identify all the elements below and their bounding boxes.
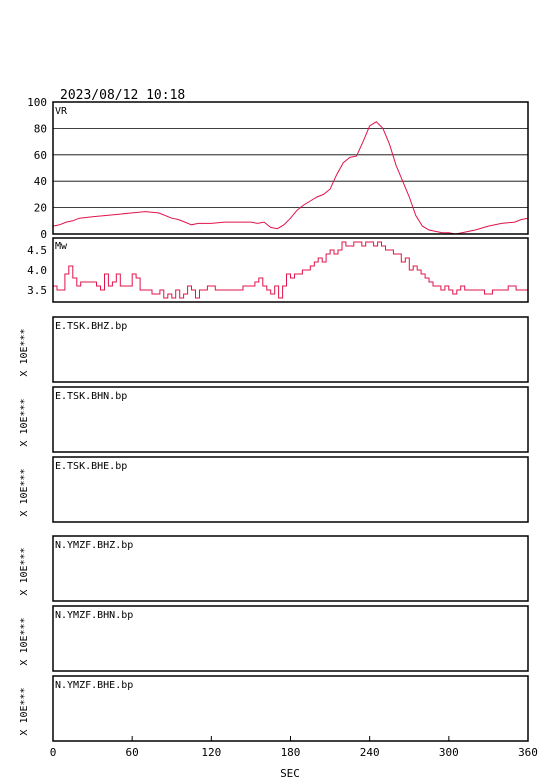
station-name: E.TSK.BHE.bp bbox=[55, 461, 127, 472]
vr-series-line bbox=[52, 121, 529, 235]
station-ylabel: X 10E*** bbox=[19, 547, 30, 595]
station-panel: E.TSK.BHN.bp X 10E*** bbox=[19, 386, 529, 453]
vr-gridlines bbox=[53, 127, 528, 209]
station-ylabel: X 10E*** bbox=[19, 617, 30, 665]
station-panels: E.TSK.BHZ.bp X 10E*** E.TSK.BHN.bp X 10E***… bbox=[19, 316, 529, 742]
station-frame bbox=[52, 316, 529, 383]
station-panel: N.YMZF.BHN.bp X 10E*** bbox=[19, 605, 529, 672]
station-name: N.YMZF.BHN.bp bbox=[55, 610, 133, 621]
station-ylabel: X 10E*** bbox=[19, 687, 30, 735]
x-tick-label: 60 bbox=[126, 746, 139, 759]
mw-panel: 3.5 4.0 4.5 Mw bbox=[27, 237, 529, 303]
station-panel: N.YMZF.BHZ.bp X 10E*** bbox=[19, 535, 529, 602]
mw-y-tick-labels: 3.5 4.0 4.5 bbox=[27, 244, 47, 297]
vr-frame bbox=[52, 101, 529, 235]
x-tick-label: 360 bbox=[518, 746, 538, 759]
vr-y-tick-label: 60 bbox=[34, 149, 47, 162]
datetime-header: 2023/08/12 10:18 bbox=[60, 88, 185, 103]
mw-label: Mw bbox=[55, 241, 68, 252]
station-panel: N.YMZF.BHE.bp X 10E*** bbox=[19, 675, 529, 742]
mw-frame bbox=[52, 237, 529, 303]
station-ylabel: X 10E*** bbox=[19, 398, 30, 446]
vr-y-tick-label: 0 bbox=[40, 228, 47, 241]
vr-panel: 0 20 40 60 80 100 VR bbox=[27, 96, 529, 241]
x-tick-label: 180 bbox=[281, 746, 301, 759]
vr-y-tick-label: 40 bbox=[34, 175, 47, 188]
x-tick-label: 240 bbox=[360, 746, 380, 759]
station-panel: E.TSK.BHZ.bp X 10E*** bbox=[19, 316, 529, 383]
station-panel: E.TSK.BHE.bp X 10E*** bbox=[19, 456, 529, 523]
mw-series-line bbox=[53, 241, 528, 299]
station-ylabel: X 10E*** bbox=[19, 328, 30, 376]
station-name: E.TSK.BHN.bp bbox=[55, 391, 127, 402]
station-name: N.YMZF.BHZ.bp bbox=[55, 540, 133, 551]
station-name: E.TSK.BHZ.bp bbox=[55, 321, 127, 332]
mw-y-tick-label: 3.5 bbox=[27, 284, 47, 297]
x-axis-label: SEC bbox=[280, 767, 300, 780]
station-frame bbox=[52, 605, 529, 672]
station-frame bbox=[52, 386, 529, 453]
vr-label: VR bbox=[55, 106, 68, 117]
vr-y-tick-labels: 0 20 40 60 80 100 bbox=[27, 96, 47, 241]
station-frame bbox=[52, 535, 529, 602]
x-tick-label: 0 bbox=[50, 746, 57, 759]
x-tick-label: 300 bbox=[439, 746, 459, 759]
station-frame bbox=[52, 456, 529, 523]
vr-y-tick-label: 80 bbox=[34, 122, 47, 135]
mw-y-tick-label: 4.5 bbox=[27, 244, 47, 257]
x-tick-label: 120 bbox=[201, 746, 221, 759]
vr-y-tick-label: 20 bbox=[34, 202, 47, 215]
x-axis: 0 60 120 180 240 300 360 bbox=[50, 736, 538, 759]
vr-y-tick-label: 100 bbox=[27, 96, 47, 109]
station-ylabel: X 10E*** bbox=[19, 468, 30, 516]
station-name: N.YMZF.BHE.bp bbox=[55, 680, 133, 691]
mw-y-tick-label: 4.0 bbox=[27, 264, 47, 277]
